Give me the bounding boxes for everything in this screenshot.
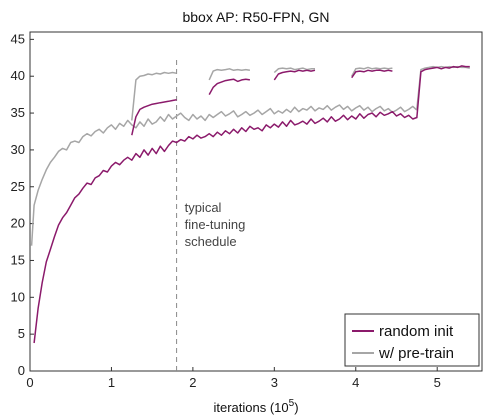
- legend-label: w/ pre-train: [378, 345, 454, 362]
- series-line-random-init: [416, 65, 470, 119]
- series-line-random-init: [273, 69, 316, 81]
- y-tick-label: 5: [18, 326, 25, 341]
- chart-title: bbox AP: R50-FPN, GN: [182, 9, 329, 25]
- series-line-pretrain: [351, 66, 393, 77]
- annotation-text: schedule: [185, 234, 237, 249]
- x-tick-label: 1: [108, 375, 115, 390]
- series-line-random-init: [33, 110, 418, 344]
- legend-label: random init: [379, 323, 454, 340]
- x-tick-label: 0: [26, 375, 33, 390]
- legend-box: [344, 313, 480, 367]
- series-line-random-init: [131, 99, 177, 136]
- y-tick-label: 45: [11, 31, 25, 46]
- annotation-text: typical: [185, 200, 222, 215]
- series-layer: [30, 65, 470, 344]
- series-line-pretrain: [131, 71, 177, 121]
- annotation: typical fine-tuning schedule: [176, 60, 246, 371]
- annotation-text: fine-tuning: [185, 217, 246, 232]
- x-tick-label: 2: [189, 375, 196, 390]
- y-tick-label: 20: [11, 216, 25, 231]
- y-axis: 0 5 10 15 20 25 30 35 40 45: [11, 31, 34, 378]
- x-axis-label: iterations (105): [213, 398, 298, 415]
- y-tick-label: 30: [11, 142, 25, 157]
- y-tick-label: 0: [18, 363, 25, 378]
- series-line-random-init: [351, 69, 393, 79]
- y-tick-label: 25: [11, 179, 25, 194]
- y-tick-label: 15: [11, 252, 25, 267]
- x-tick-label: 3: [271, 375, 278, 390]
- y-tick-label: 35: [11, 105, 25, 120]
- legend: random init w/ pre-train: [344, 313, 480, 367]
- x-axis: 0 1 2 3 4 5: [26, 367, 441, 390]
- y-tick-label: 10: [11, 289, 25, 304]
- x-tick-label: 5: [434, 375, 441, 390]
- x-tick-label: 4: [352, 375, 359, 390]
- series-line-pretrain: [30, 104, 418, 246]
- series-line-random-init: [208, 78, 251, 95]
- series-line-pretrain: [208, 68, 251, 81]
- plot-area: [29, 31, 483, 372]
- y-tick-label: 40: [11, 68, 25, 83]
- series-line-pretrain: [416, 65, 470, 110]
- series-line-pretrain: [273, 67, 315, 74]
